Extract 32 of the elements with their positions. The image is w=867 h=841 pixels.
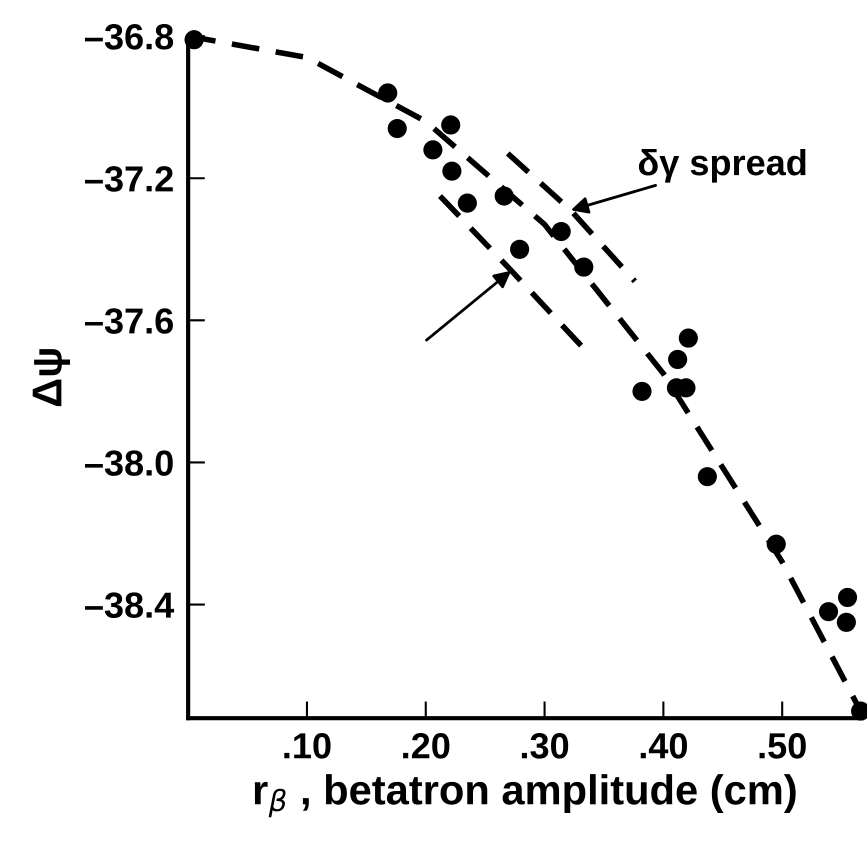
point	[388, 118, 407, 138]
point	[442, 162, 462, 181]
x-axis-title: r$_{β}$ , betatron amplitude (cm)	[254, 774, 796, 818]
x-tick-label: .50	[760, 733, 806, 759]
y-tick-label: –36.8	[84, 24, 174, 50]
point	[458, 194, 477, 213]
y-tick-label: –37.6	[84, 308, 173, 334]
point	[818, 602, 838, 622]
x-tick-label: .10	[284, 733, 331, 759]
x-tick-label: .20	[403, 733, 450, 759]
point	[698, 467, 717, 486]
annotation: δγ spread	[638, 148, 806, 183]
point	[668, 350, 688, 369]
point	[378, 83, 398, 103]
point	[552, 222, 571, 242]
point	[838, 588, 858, 608]
point	[423, 140, 442, 160]
point	[494, 186, 514, 206]
point	[678, 328, 698, 348]
point	[574, 257, 594, 277]
point	[441, 115, 460, 135]
point	[632, 382, 652, 401]
y-tick-label: –37.2	[84, 166, 173, 192]
point	[184, 30, 204, 50]
x-tick-label: .30	[522, 733, 568, 759]
point	[766, 534, 786, 554]
x-tick-label: .40	[640, 733, 688, 759]
y-tick-label: –38.4	[84, 592, 174, 618]
y-tick-label: –38.0	[84, 450, 173, 476]
point	[510, 240, 530, 259]
point	[836, 612, 856, 632]
y-axis-title: Δψ	[32, 349, 70, 406]
